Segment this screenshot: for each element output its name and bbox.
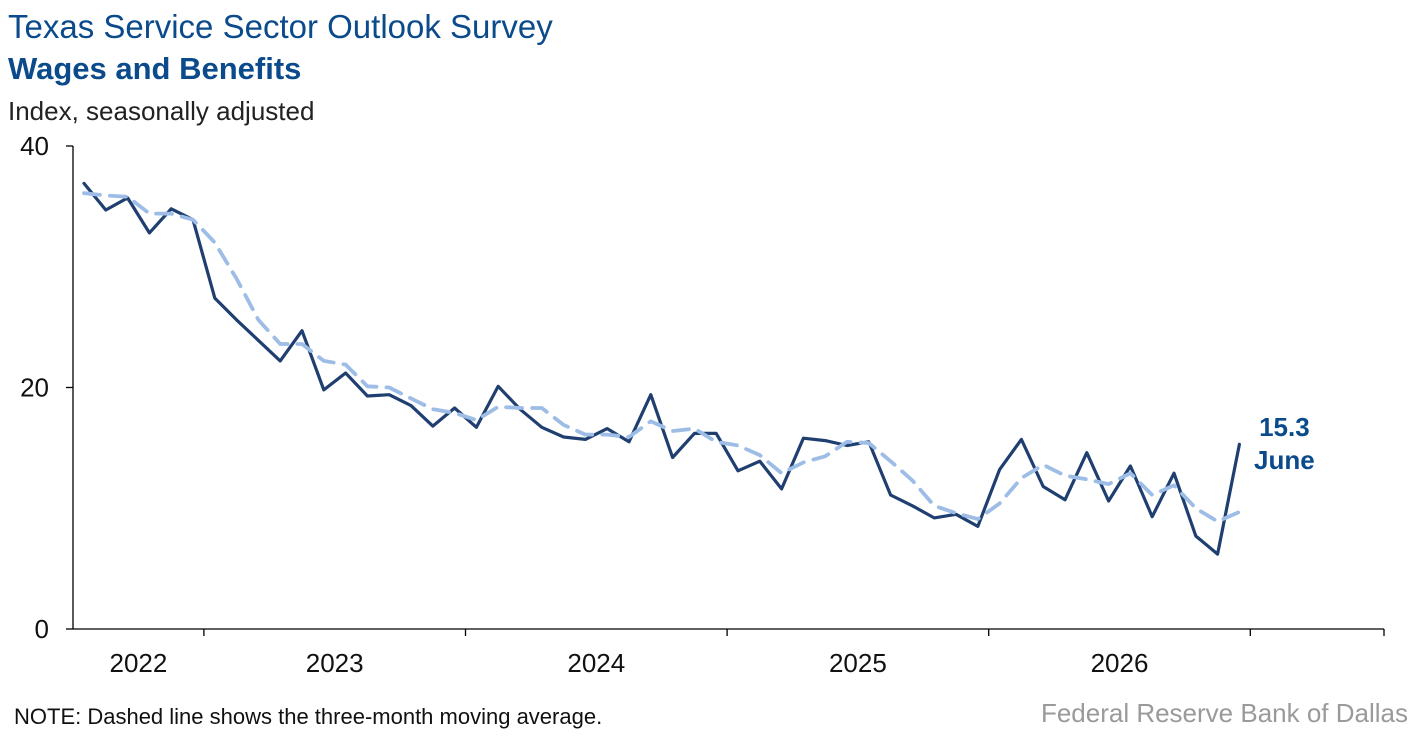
y-tick-label: 0 [35,614,49,644]
series-lines [82,181,1242,556]
series-line-moving-average [82,191,1242,524]
x-tick-label: 2024 [567,648,625,678]
x-tick-label: 2025 [829,648,887,678]
chart-axes [66,145,1385,636]
annotation-latest-value: 15.3 [1259,412,1310,442]
chart-subtitle: Wages and Benefits [8,51,302,86]
footnote: NOTE: Dashed line shows the three-month … [14,704,603,729]
annotation-latest-month: June [1254,445,1315,475]
page-title: Texas Service Sector Outlook Survey [8,8,553,45]
y-tick-label: 40 [20,131,49,161]
x-tick-label: 2022 [110,648,168,678]
series-line-index [82,181,1242,556]
source-credit: Federal Reserve Bank of Dallas [1040,698,1408,728]
x-tick-label: 2023 [306,648,364,678]
x-tick-label: 2026 [1091,648,1149,678]
tick-labels: 0 20 40 2022 2023 2024 2025 2026 [20,131,1148,678]
y-tick-label: 20 [20,373,49,403]
y-axis-unit-label: Index, seasonally adjusted [8,96,315,126]
